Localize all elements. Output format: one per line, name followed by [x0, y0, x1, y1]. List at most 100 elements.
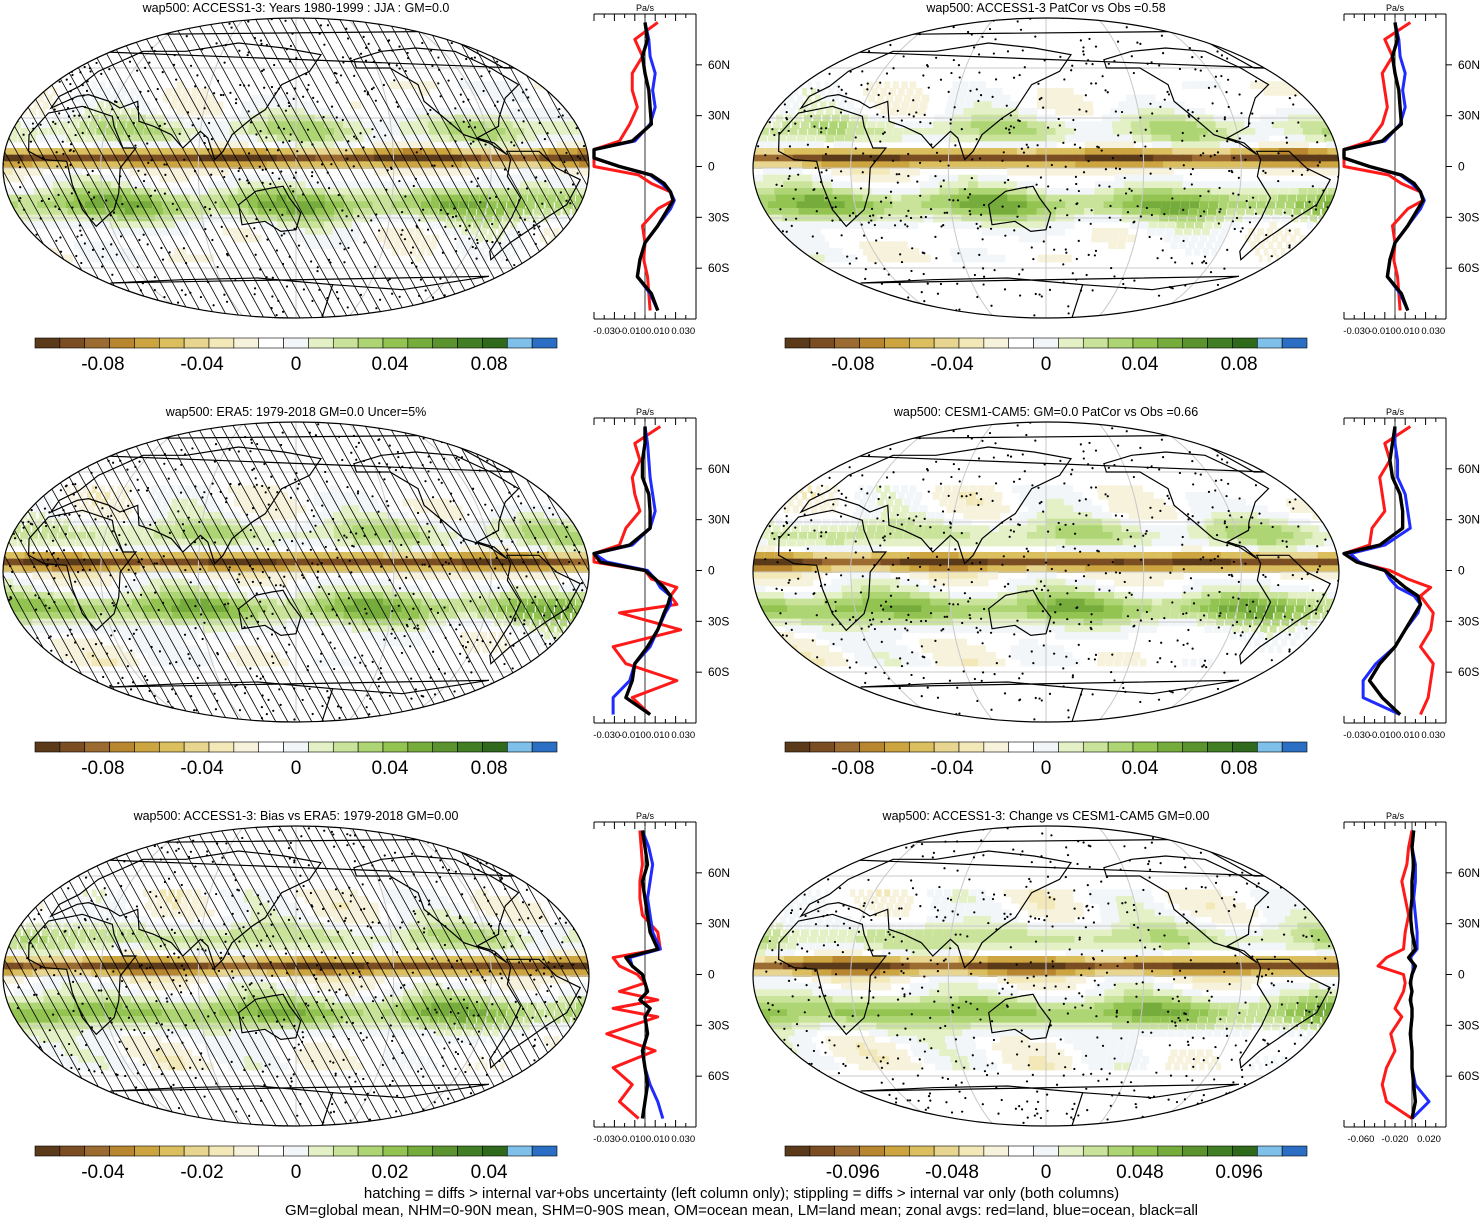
- lat-tick-label: 60S: [708, 1069, 729, 1083]
- colorbar-swatch: [110, 338, 135, 348]
- colorbar-swatch: [234, 742, 259, 752]
- zonal-series-red: [1344, 426, 1433, 714]
- colorbar-swatch: [532, 1146, 557, 1156]
- colorbar-label: 0: [1041, 1162, 1052, 1183]
- colorbar-swatch: [860, 338, 885, 348]
- colorbar-swatch: [433, 742, 458, 752]
- colorbar-swatch: [408, 742, 433, 752]
- colorbar-swatch: [1108, 1146, 1133, 1156]
- colorbar-swatch: [909, 742, 934, 752]
- colorbar-swatch: [1208, 742, 1233, 752]
- colorbar-label: 0.02: [371, 1162, 408, 1183]
- zonal-unit: Pa/s: [1386, 407, 1405, 417]
- colorbar-swatch: [1009, 1146, 1034, 1156]
- colorbar-label: 0.04: [1121, 758, 1158, 779]
- panel-title: wap500: ACCESS1-3: Change vs CESM1-CAM5 …: [882, 809, 1210, 823]
- colorbar-swatch: [835, 1146, 860, 1156]
- colorbar-swatch: [408, 338, 433, 348]
- colorbar-swatch: [1257, 742, 1282, 752]
- colorbar-swatch: [358, 742, 383, 752]
- lat-tick-label: 30N: [1458, 109, 1480, 123]
- panel-4: wap500: CESM1-CAM5: GM=0.0 PatCor vs Obs…: [753, 405, 1480, 779]
- colorbar-swatch: [234, 1146, 259, 1156]
- panel-title: wap500: ERA5: 1979-2018 GM=0.0 Uncer=5%: [165, 405, 427, 419]
- colorbar-swatch: [308, 742, 333, 752]
- colorbar-swatch: [785, 338, 810, 348]
- zonal-x-tick-label: -0.010: [619, 1134, 646, 1145]
- colorbar-swatch: [184, 338, 209, 348]
- colorbar-swatch: [1282, 742, 1307, 752]
- colorbar-swatch: [1158, 338, 1183, 348]
- colorbar-label: 0.04: [471, 1162, 508, 1183]
- colorbar-swatch: [60, 338, 85, 348]
- colorbar-label: 0: [1041, 758, 1052, 779]
- colorbar-swatch: [1257, 338, 1282, 348]
- colorbar-swatch: [159, 742, 184, 752]
- colorbar-label: 0: [291, 1162, 302, 1183]
- footer-line-2: GM=global mean, NHM=0-90N mean, SHM=0-90…: [0, 1202, 1483, 1219]
- colorbar-label: 0: [291, 758, 302, 779]
- colorbar-label: 0.08: [471, 758, 508, 779]
- colorbar-swatch: [482, 1146, 507, 1156]
- lat-tick-label: 60N: [1458, 58, 1480, 72]
- colorbar-swatch: [408, 1146, 433, 1156]
- colorbar-swatch: [1183, 338, 1208, 348]
- colorbar-swatch: [984, 742, 1009, 752]
- zonal-x-tick-label: 0.030: [671, 1134, 695, 1145]
- colorbar-swatch: [1282, 1146, 1307, 1156]
- colorbar-label: -0.04: [930, 354, 974, 375]
- colorbar-swatch: [532, 338, 557, 348]
- zonal-x-tick-label: -0.060: [1348, 1134, 1375, 1145]
- colorbar-swatch: [35, 742, 60, 752]
- zonal-unit: Pa/s: [636, 811, 655, 821]
- lat-tick-label: 30S: [708, 210, 729, 224]
- colorbar-label: -0.08: [81, 354, 124, 375]
- colorbar-swatch: [1083, 1146, 1108, 1156]
- colorbar-swatch: [934, 1146, 959, 1156]
- colorbar-swatch: [507, 338, 532, 348]
- zonal-x-tick-label: 0.010: [1396, 326, 1420, 337]
- colorbar-swatch: [860, 1146, 885, 1156]
- zonal-x-tick-label: 0.030: [1421, 730, 1445, 741]
- colorbar-swatch: [884, 742, 909, 752]
- colorbar-label: 0.08: [1221, 758, 1258, 779]
- panel-5: wap500: ACCESS1-3: Bias vs ERA5: 1979-20…: [0, 809, 744, 1183]
- zonal-x-tick-label: 0.010: [1396, 730, 1420, 741]
- colorbar-swatch: [184, 742, 209, 752]
- footer-line-1: hatching = diffs > internal var+obs unce…: [0, 1185, 1483, 1202]
- zonal-unit: Pa/s: [1386, 3, 1405, 13]
- colorbar-swatch: [284, 742, 309, 752]
- colorbar-swatch: [532, 742, 557, 752]
- colorbar-swatch: [810, 1146, 835, 1156]
- colorbar-swatch: [1009, 338, 1034, 348]
- colorbar-swatch: [1083, 338, 1108, 348]
- zonal-series-red: [1344, 22, 1423, 310]
- colorbar-label: 0.04: [371, 758, 408, 779]
- colorbar-swatch: [1158, 1146, 1183, 1156]
- colorbar-swatch: [1009, 742, 1034, 752]
- lat-tick-label: 60N: [1458, 866, 1480, 880]
- lat-tick-label: 30S: [708, 614, 729, 628]
- lat-tick-label: 30S: [1458, 614, 1479, 628]
- map-field: [0, 825, 744, 1127]
- colorbar-swatch: [984, 338, 1009, 348]
- colorbar-label: -0.08: [81, 758, 124, 779]
- zonal-unit: Pa/s: [636, 407, 655, 417]
- colorbar-swatch: [35, 338, 60, 348]
- colorbar-swatch: [507, 1146, 532, 1156]
- colorbar-swatch: [383, 1146, 408, 1156]
- colorbar-swatch: [134, 338, 159, 348]
- lat-tick-label: 0: [1458, 968, 1465, 982]
- colorbar-swatch: [259, 742, 284, 752]
- colorbar-swatch: [482, 742, 507, 752]
- zonal-x-tick-label: 0.010: [646, 730, 670, 741]
- lat-tick-label: 30S: [1458, 1018, 1479, 1032]
- lat-tick-label: 60S: [1458, 1069, 1479, 1083]
- panel-2: wap500: ACCESS1-3 PatCor vs Obs =0.58-0.…: [753, 1, 1480, 375]
- colorbar-swatch: [85, 338, 110, 348]
- colorbar-swatch: [909, 338, 934, 348]
- lat-tick-label: 60N: [708, 58, 730, 72]
